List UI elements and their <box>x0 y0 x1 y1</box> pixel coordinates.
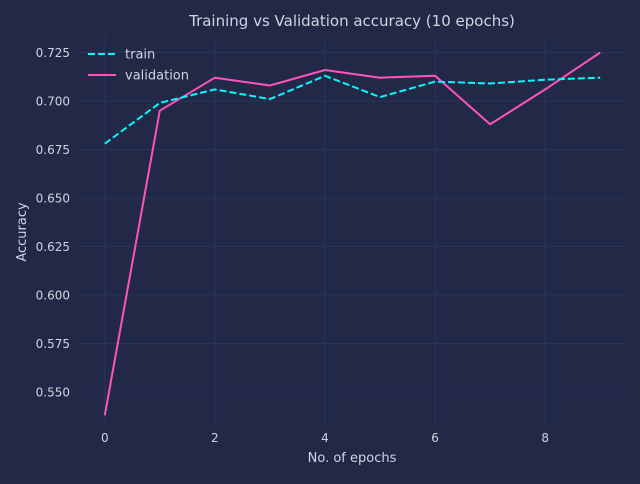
series-line-train <box>104 74 601 145</box>
y-axis-label: Accuracy <box>15 202 30 262</box>
y-tick-label: 0.550 <box>36 385 70 399</box>
y-tick-label: 0.625 <box>36 240 70 254</box>
x-tick-label: 8 <box>541 431 549 445</box>
y-tick-label: 0.700 <box>36 94 70 108</box>
x-axis-label: No. of epochs <box>308 451 397 466</box>
legend-label-train: train <box>125 48 155 63</box>
legend-label-validation: validation <box>125 69 189 84</box>
x-tick-label: 2 <box>211 431 219 445</box>
y-tick-label: 0.725 <box>36 46 70 60</box>
chart-title: Training vs Validation accuracy (10 epoc… <box>188 12 515 30</box>
x-tick-label: 4 <box>321 431 329 445</box>
y-tick-label: 0.675 <box>36 143 70 157</box>
x-tick-label: 0 <box>101 431 109 445</box>
series-line-validation <box>103 51 601 416</box>
y-tick-label: 0.600 <box>36 288 70 302</box>
y-tick-label: 0.575 <box>36 337 70 351</box>
y-axis-ticks: 0.550 0.575 0.600 0.625 0.650 0.675 0.700 0.725 <box>36 46 70 399</box>
grid-lines <box>80 36 625 424</box>
series-lines <box>103 51 601 416</box>
x-axis-ticks: 0 2 4 6 8 <box>101 431 549 445</box>
legend: train validation <box>88 48 189 84</box>
y-tick-label: 0.650 <box>36 191 70 205</box>
x-tick-label: 6 <box>431 431 439 445</box>
